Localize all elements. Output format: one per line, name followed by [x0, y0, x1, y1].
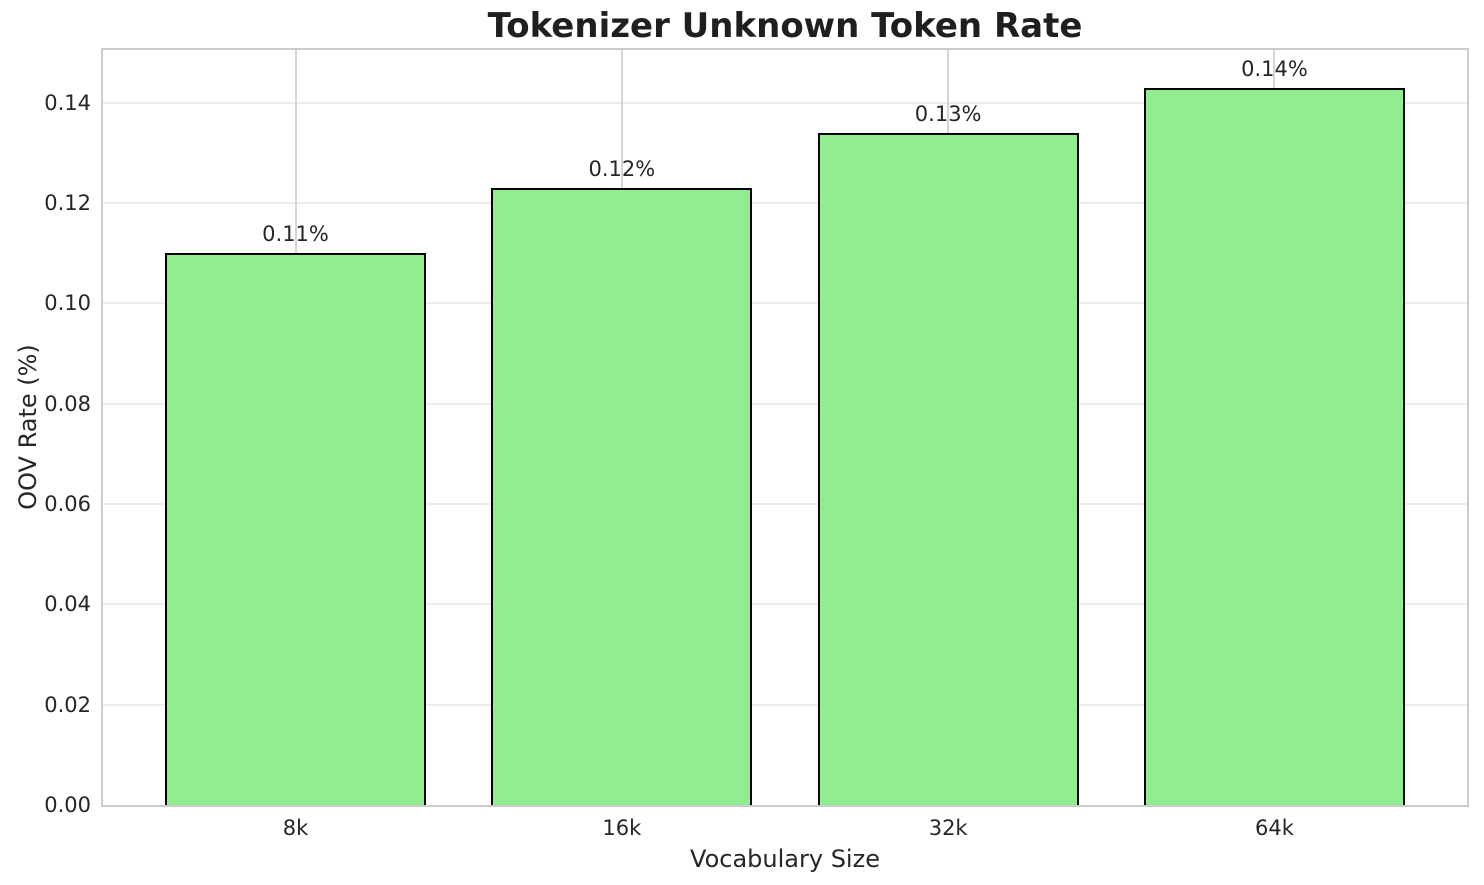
y-tick-label: 0.06: [44, 492, 91, 516]
y-tick-label: 0.02: [44, 692, 91, 717]
chart-title: Tokenizer Unknown Token Rate: [487, 6, 1083, 46]
y-tick-label: 0.12: [44, 191, 91, 215]
x-tick-label: 16k: [602, 816, 642, 840]
y-gridline: [103, 503, 1467, 505]
x-tick-label: 32k: [928, 816, 968, 840]
y-tick-label: 0.00: [44, 793, 91, 817]
x-tick-label: 64k: [1255, 816, 1294, 840]
y-axis-label: OOV Rate (%): [14, 344, 42, 510]
y-gridline: [103, 302, 1467, 305]
bar-value-label: 0.14%: [1241, 56, 1308, 81]
x-axis-label: Vocabulary Size: [690, 845, 880, 873]
plot-area: 0.11% 0.12% 0.13% 0.14%: [101, 48, 1469, 807]
bar-8k: [165, 253, 427, 805]
bar-value-label: 0.13%: [914, 101, 982, 126]
bar-value-label: 0.11%: [262, 222, 329, 247]
y-tick-label: 0.08: [44, 391, 91, 416]
y-tick-label: 0.04: [44, 592, 91, 617]
y-gridline: [103, 603, 1467, 606]
x-tick-label: 8k: [282, 816, 309, 840]
bar-16k: [491, 187, 753, 805]
y-gridline: [103, 202, 1467, 204]
y-tick-label: 0.10: [44, 291, 91, 316]
y-gridline: [103, 101, 1467, 104]
y-tick-label: 0.14: [44, 90, 91, 115]
y-gridline: [103, 402, 1467, 405]
bar-64k: [1143, 87, 1405, 805]
y-gridline: [103, 703, 1467, 706]
bar-32k: [817, 132, 1079, 805]
bar-value-label: 0.12%: [588, 156, 656, 181]
